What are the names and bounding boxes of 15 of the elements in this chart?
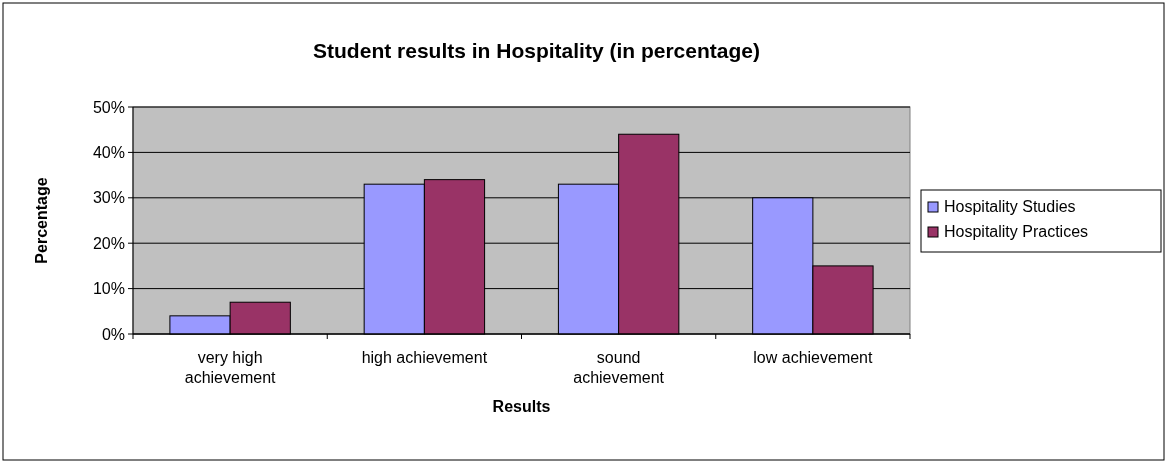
y-axis-title: Percentage [33, 177, 50, 264]
y-tick-label: 20% [92, 234, 125, 252]
x-tick-label: low achievement [753, 349, 874, 366]
y-tick-label: 30% [92, 189, 125, 207]
y-tick-label: 0% [101, 325, 125, 343]
x-tick-label: high achievement [361, 349, 488, 366]
y-tick-label: 50% [92, 98, 125, 116]
chart-title: Student results in Hospitality (in percentage) [313, 39, 760, 62]
x-tick-label: sound achievement [573, 349, 665, 386]
x-tick-label: very high achievement [184, 349, 277, 386]
legend-label: Hospitality Practices [944, 223, 1089, 240]
x-axis-title: Results [492, 398, 551, 415]
legend-label: Hospitality Studies [944, 198, 1076, 215]
y-tick-label: 40% [92, 144, 125, 161]
y-tick-label: 10% [92, 280, 125, 298]
